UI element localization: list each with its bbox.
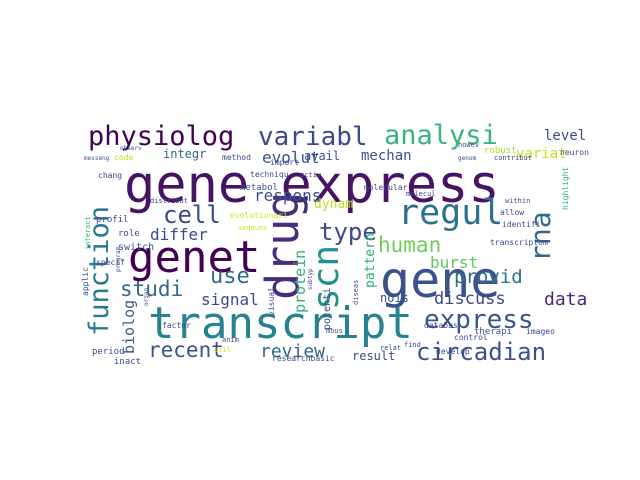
word-cloud-word: chang	[98, 171, 122, 180]
word-cloud-word: use	[210, 264, 250, 289]
word-cloud-word: code	[114, 153, 133, 162]
word-cloud-word: drug	[256, 192, 309, 300]
word-cloud-word: protein	[291, 250, 309, 313]
word-cloud-word: anim	[222, 336, 239, 344]
word-cloud-word: molecular	[364, 183, 408, 192]
word-cloud-word: evolut	[262, 148, 320, 167]
word-cloud-word: human	[378, 233, 441, 257]
word-cloud-word: signal	[201, 290, 259, 309]
word-cloud-word: avail	[304, 149, 340, 163]
word-cloud-word: factor	[162, 321, 191, 330]
word-cloud-word: imageo	[526, 327, 555, 336]
word-cloud-word: period	[92, 347, 125, 357]
word-cloud-word: transcriptom	[490, 238, 548, 247]
word-cloud-word: program	[115, 246, 122, 272]
word-cloud-word: regul	[398, 193, 503, 233]
word-cloud-word: studi	[120, 277, 183, 301]
word-cloud-word: applic	[81, 267, 90, 296]
word-cloud-word: level	[544, 128, 586, 144]
word-cloud-word: visual	[267, 287, 276, 316]
word-cloud-word: import	[270, 158, 299, 167]
word-cloud-word: molecul	[406, 190, 436, 198]
word-cloud-word: scn	[306, 245, 347, 310]
word-cloud-word: burst	[430, 253, 478, 272]
word-cloud-word: robust	[484, 146, 517, 156]
word-cloud-word: genom	[458, 155, 476, 162]
word-cloud-word: inact	[114, 357, 141, 367]
word-cloud-word: databas	[424, 321, 458, 330]
word-cloud-word: identifi	[502, 220, 541, 229]
word-cloud-word: gene	[380, 251, 500, 309]
word-cloud-word: data	[544, 289, 587, 310]
word-cloud-word: activ	[300, 171, 321, 179]
word-cloud-word: gene express	[124, 155, 500, 215]
word-cloud-word: rna	[524, 211, 557, 262]
word-cloud-word: express	[424, 305, 534, 335]
word-cloud-word: discuss	[434, 289, 506, 309]
word-cloud-word: mechan	[361, 148, 412, 164]
word-cloud-word: method	[222, 153, 251, 162]
word-cloud-word: develop	[436, 347, 470, 356]
word-cloud-word: howev	[458, 141, 479, 149]
word-cloud-word: role	[118, 229, 140, 239]
word-cloud-word: variat	[516, 146, 567, 162]
word-cloud-word: metabol	[240, 183, 278, 193]
word-cloud-word: specif	[96, 258, 125, 267]
word-cloud-word: result	[352, 349, 395, 363]
word-cloud-word: therapi	[474, 327, 512, 337]
word-cloud-word: evolutionari	[230, 211, 288, 220]
word-cloud-word: analysi	[384, 120, 498, 151]
word-cloud-word: allow	[500, 208, 524, 217]
word-cloud-word: observ	[120, 145, 142, 152]
word-cloud-word: integr	[163, 147, 206, 161]
word-cloud-word: within	[505, 197, 530, 205]
word-cloud-word: interact	[84, 216, 92, 250]
word-cloud-word: physiolog	[88, 121, 234, 152]
word-cloud-word: provid	[454, 266, 523, 288]
word-cloud-word: researchbasic	[272, 354, 335, 363]
word-cloud-word: circadian	[416, 338, 546, 366]
word-cloud-word: potenti	[322, 288, 333, 330]
word-cloud-word: mous	[326, 327, 343, 335]
word-cloud-word: cell	[163, 201, 221, 229]
word-cloud-word: contribut	[494, 154, 532, 162]
word-cloud-word: diseas	[352, 280, 360, 305]
word-cloud-word: switch	[118, 242, 154, 253]
word-cloud-word: control	[454, 333, 488, 342]
word-cloud-word: recent	[148, 338, 224, 362]
word-cloud-word: highlight	[561, 166, 570, 210]
word-cloud-word: nois	[380, 291, 409, 305]
word-cloud-word: relat	[380, 344, 401, 352]
word-cloud-word: review	[260, 341, 325, 362]
word-cloud-word: seqeunc	[238, 224, 268, 232]
word-cloud-word: function	[84, 206, 115, 336]
word-cloud-word: messeng	[84, 155, 110, 162]
word-cloud-word: pattern	[363, 233, 378, 288]
word-cloud-word: subtyp	[307, 268, 314, 290]
word-cloud-word: type	[319, 218, 377, 246]
word-cloud-word: transcript	[148, 298, 413, 349]
word-cloud-word: profil	[96, 215, 129, 225]
word-cloud-word: util	[214, 346, 231, 354]
word-cloud-word: organ	[143, 288, 150, 306]
word-cloud-word: dynam	[314, 197, 353, 212]
word-cloud-word: techniqu	[250, 170, 289, 179]
word-cloud-word: genet	[128, 232, 260, 283]
word-cloud-word: differ	[150, 225, 208, 244]
word-cloud-word: distribut	[150, 197, 188, 205]
word-cloud-word: find	[404, 341, 421, 349]
word-cloud-word: neuron	[560, 148, 589, 157]
word-cloud-word: respons	[254, 186, 321, 205]
word-cloud-word: variabl	[258, 122, 368, 152]
word-cloud-word: biolog	[120, 300, 138, 354]
